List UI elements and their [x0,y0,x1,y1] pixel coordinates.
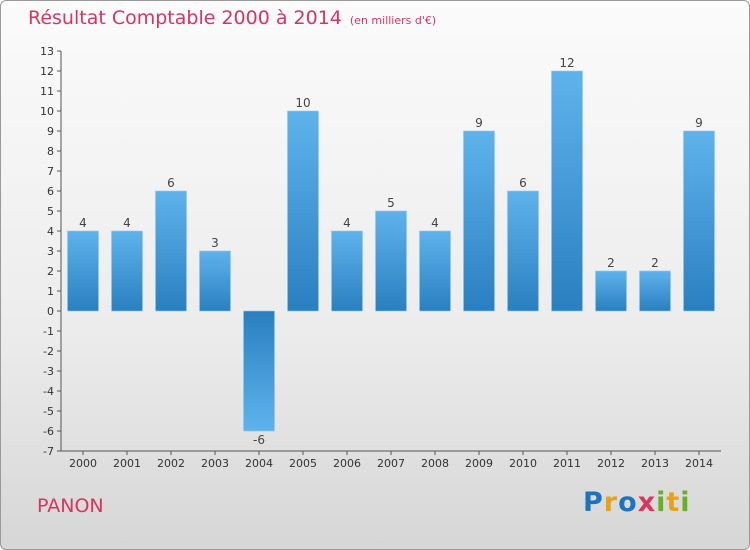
data-label-2012: 2 [607,256,615,270]
y-tick-label: -2 [43,345,54,358]
x-tick-label: 2002 [157,457,185,470]
x-tick-label: 2001 [113,457,141,470]
y-tick-label: 11 [40,85,54,98]
bar-2002 [155,190,187,312]
chart-subtitle: (en milliers d'€) [349,14,437,27]
logo-letter: i [680,487,691,518]
y-tick-label: 13 [40,45,54,58]
bar-2010 [507,190,539,312]
logo-letter: i [656,487,667,518]
data-label-2005: 10 [295,96,310,110]
bar-2007 [375,210,407,312]
y-tick-label: 4 [47,225,54,238]
y-tick-label: 3 [47,245,54,258]
data-label-2006: 4 [343,216,351,230]
y-tick-label: 10 [40,105,54,118]
logo-letter: P [583,487,604,518]
data-labels: 4 4 6 3 -6 10 4 5 4 9 6 12 2 2 9 [79,56,703,447]
x-tick-label: 2008 [421,457,449,470]
x-tick-label: 2011 [553,457,581,470]
x-tick-label: 2003 [201,457,229,470]
y-tick-label: -1 [43,325,54,338]
x-tick-label: 2009 [465,457,493,470]
y-tick-label: 0 [47,305,54,318]
title-text: Résultat Comptable 2000 à 2014 [28,7,342,29]
data-label-2011: 12 [559,56,574,70]
x-tick-label: 2004 [245,457,273,470]
x-tick-label: 2013 [641,457,669,470]
logo-letter: x [637,487,657,518]
data-label-2000: 4 [79,216,87,230]
x-tick-label: 2010 [509,457,537,470]
x-tick-label: 2005 [289,457,317,470]
chart-title: Résultat Comptable 2000 à 2014 (en millie… [28,7,436,29]
bar-2006 [331,230,363,312]
bar-2005 [287,110,319,312]
data-label-2002: 6 [167,176,175,190]
y-tick-label: 8 [47,145,54,158]
y-tick-label: -3 [43,365,54,378]
y-tick-label: 2 [47,265,54,278]
bar-2011 [551,70,583,312]
x-tick-label: 2007 [377,457,405,470]
x-tick-label: 2012 [597,457,625,470]
data-label-2003: 3 [211,236,219,250]
data-label-2008: 4 [431,216,439,230]
data-label-2010: 6 [519,176,527,190]
commune-name: PANON [37,495,104,517]
bar-2008 [419,230,451,312]
y-tick-label: 1 [47,285,54,298]
bar-series [67,70,715,432]
bar-2009 [463,130,495,312]
data-label-2004: -6 [253,433,265,447]
bar-2012 [595,270,627,312]
logo-letter: o [618,487,638,518]
x-tick-label: 2014 [685,457,713,470]
bar-2001 [111,230,143,312]
y-tick-label: -7 [43,445,54,458]
bar-2003 [199,250,231,312]
bar-2013 [639,270,671,312]
data-label-2009: 9 [475,116,483,130]
y-tick-label: -6 [43,425,54,438]
logo-letter: r [603,487,619,518]
data-label-2001: 4 [123,216,131,230]
x-tick-label: 2006 [333,457,361,470]
x-tick-label: 2000 [69,457,97,470]
y-tick-label: 12 [40,65,54,78]
data-label-2007: 5 [387,196,395,210]
y-tick-label: 7 [47,165,54,178]
bar-2004 [243,310,275,432]
y-tick-label: 6 [47,185,54,198]
logo-letter: t [666,487,681,518]
y-tick-label: 9 [47,125,54,138]
bar-2014 [683,130,715,312]
y-tick-label: -5 [43,405,54,418]
y-tick-label: -4 [43,385,54,398]
y-tick-label: 5 [47,205,54,218]
data-label-2014: 9 [695,116,703,130]
data-label-2013: 2 [651,256,659,270]
proxiti-logo: Proxiti [583,487,691,518]
bar-2000 [67,230,99,312]
